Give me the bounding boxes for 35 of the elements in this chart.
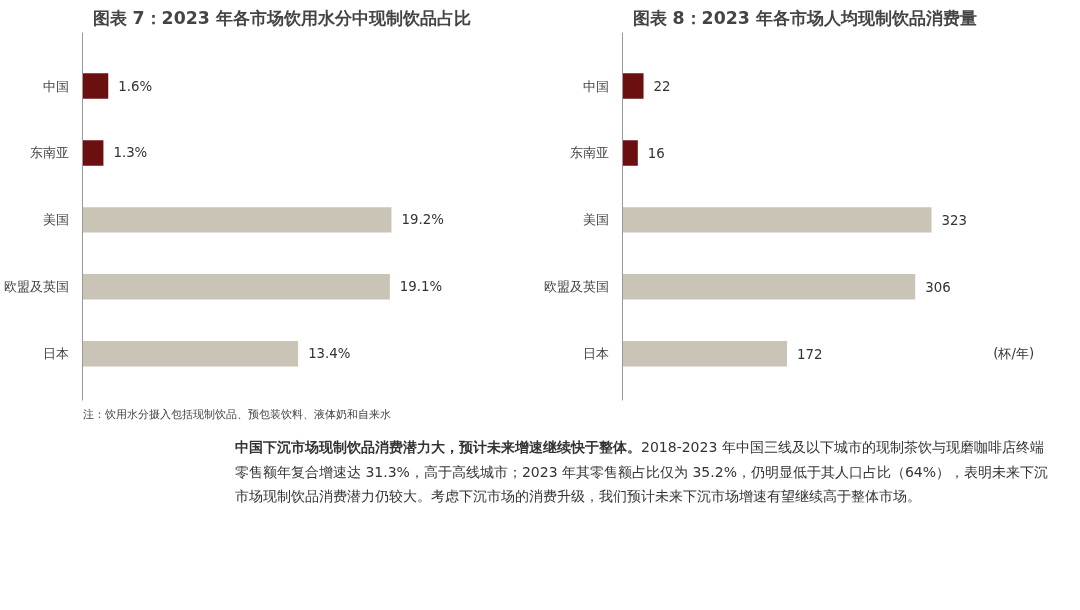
bar <box>82 207 392 233</box>
data-label: 13.4% <box>308 346 351 362</box>
text: (杯/年) <box>993 346 1035 362</box>
bar <box>622 207 932 233</box>
y-tick-label: 日本 <box>582 346 609 362</box>
data-label: 172 <box>797 346 823 362</box>
data-label: 323 <box>941 212 967 228</box>
data-label: 19.2% <box>401 212 444 228</box>
y-tick-label: 美国 <box>42 212 69 228</box>
bar <box>622 340 788 367</box>
y-tick-label: 日本 <box>42 346 69 362</box>
data-label: 1.3% <box>113 145 148 161</box>
y-tick-label: 美国 <box>582 212 609 228</box>
y-tick-label: 中国 <box>42 78 69 94</box>
y-tick-label: 中国 <box>582 78 609 94</box>
data-label: 16 <box>647 145 665 161</box>
text: 中国下沉市场现制饮品消费潜力大，预计未来增速继续快于整体。 <box>235 439 641 455</box>
bar <box>622 73 644 99</box>
chart-title: 图表 7：2023 年各市场饮用水分中现制饮品占比 <box>92 7 471 28</box>
text: 注：饮用水分摄入包括现制饮品、预包装饮料、液体奶和自来水 <box>82 407 391 421</box>
bar <box>622 274 916 300</box>
data-label: 1.6% <box>118 78 153 94</box>
data-label: 22 <box>653 79 671 95</box>
bar <box>82 73 109 99</box>
data-label: 19.1% <box>399 279 443 295</box>
bar <box>82 340 299 367</box>
bar <box>622 140 638 166</box>
y-tick-label: 东南亚 <box>569 145 609 161</box>
bar <box>82 274 390 300</box>
data-label: 306 <box>925 279 951 295</box>
y-tick-label: 东南亚 <box>29 145 69 161</box>
y-tick-label: 欧盟及英国 <box>3 279 69 295</box>
bar <box>82 140 104 166</box>
y-tick-label: 欧盟及英国 <box>543 279 609 295</box>
chart-title: 图表 8：2023 年各市场人均现制饮品消费量 <box>632 7 977 28</box>
